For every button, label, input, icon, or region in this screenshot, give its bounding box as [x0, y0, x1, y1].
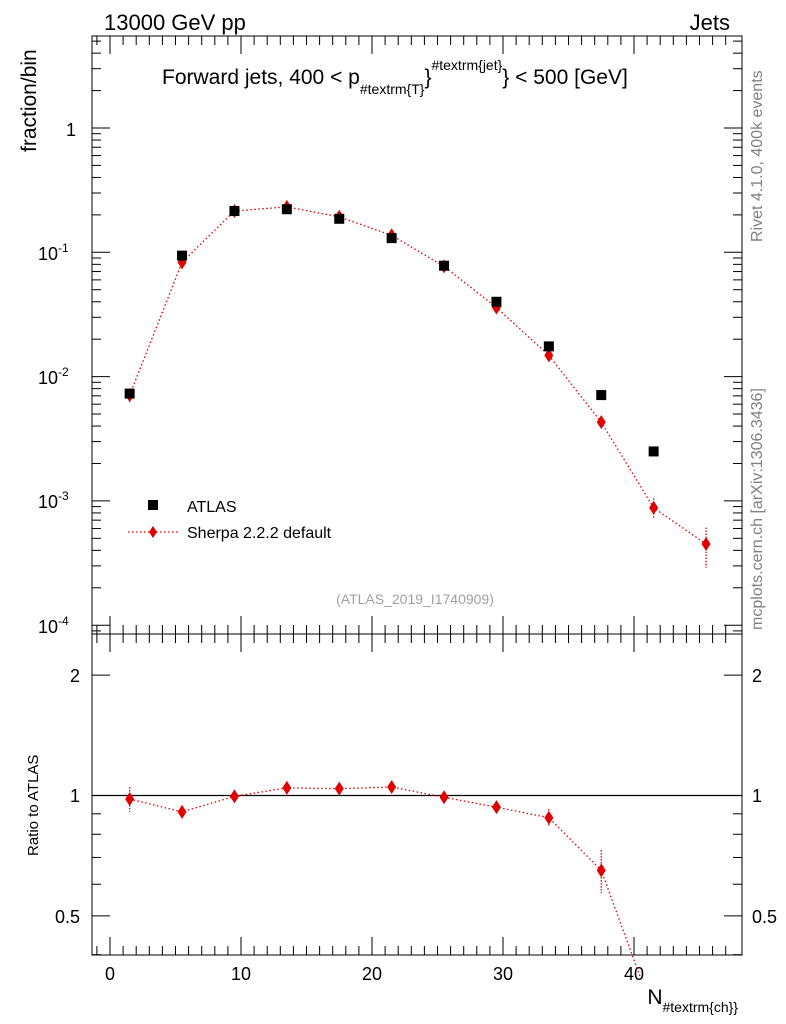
- x-tick-label-20: 20: [362, 964, 382, 984]
- ratio-y-tick-label-right-2: 2: [752, 666, 762, 686]
- x-tick-label-40: 40: [624, 964, 644, 984]
- ratio-y-tick-label-right-0.5: 0.5: [752, 907, 777, 927]
- ratio-y-tick-label-2: 2: [70, 666, 80, 686]
- ratio-point: [282, 780, 292, 795]
- main-y-tick-labels: 10-4 10-3 10-2 10-1 1: [38, 120, 76, 637]
- main-title: Forward jets, 400 < p#textrm{T}}#textrm{…: [162, 57, 628, 97]
- x-tick-label-0: 0: [105, 964, 115, 984]
- sherpa-series-ratio: [125, 780, 642, 979]
- x-tick-label-30: 30: [493, 964, 513, 984]
- y-tick-label-1e-1: 10-1: [38, 241, 69, 264]
- ratio-point: [491, 800, 501, 815]
- axis-ticks: [92, 36, 742, 956]
- ratio-point: [229, 789, 239, 804]
- legend-atlas-label: ATLAS: [187, 499, 237, 516]
- atlas-point: [543, 341, 554, 352]
- x-axis-label: N#textrm{ch}}: [647, 986, 738, 1015]
- ratio-point: [387, 780, 397, 795]
- atlas-series-main: [124, 204, 659, 457]
- header-right: Jets: [690, 10, 730, 35]
- y-tick-label-1: 1: [66, 120, 76, 140]
- atlas-point: [491, 296, 502, 307]
- atlas-point: [281, 204, 292, 215]
- main-y-axis-label: fraction/bin: [18, 49, 41, 152]
- sherpa-point: [544, 348, 554, 363]
- ratio-point: [439, 790, 449, 805]
- sherpa-point: [177, 255, 187, 270]
- atlas-point: [177, 250, 188, 261]
- analysis-watermark: (ATLAS_2019_I1740909): [336, 591, 494, 607]
- sherpa-line: [129, 206, 707, 545]
- ratio-point: [177, 804, 187, 819]
- ratio-plot-frame: [91, 633, 743, 956]
- main-plot-frame: [91, 35, 743, 635]
- ratio-point: [334, 781, 344, 796]
- legend: ATLAS Sherpa 2.2.2 default: [128, 499, 332, 542]
- y-tick-label-1e-2: 10-2: [38, 365, 69, 388]
- atlas-point: [386, 233, 397, 244]
- y-tick-label-1e-3: 10-3: [38, 489, 69, 512]
- atlas-point: [648, 446, 659, 457]
- legend-sherpa-label: Sherpa 2.2.2 default: [187, 525, 332, 542]
- ratio-point: [544, 810, 554, 825]
- atlas-point: [596, 390, 607, 401]
- atlas-point: [229, 205, 240, 216]
- atlas-point: [439, 260, 450, 271]
- legend-atlas-marker: [148, 500, 158, 510]
- ratio-point: [596, 863, 606, 878]
- header-left: 13000 GeV pp: [104, 10, 246, 35]
- side-rivet-label: Rivet 4.1.0, 400k events: [749, 70, 766, 242]
- ratio-point: [125, 792, 135, 807]
- atlas-point: [334, 213, 345, 224]
- sherpa-point: [649, 500, 659, 515]
- x-tick-label-10: 10: [231, 964, 251, 984]
- atlas-point: [124, 388, 135, 399]
- sherpa-point: [596, 415, 606, 430]
- ratio-y-tick-label-0.5: 0.5: [55, 907, 80, 927]
- ratio-y-tick-label-right-1: 1: [752, 786, 762, 806]
- legend-sherpa-marker: [149, 526, 157, 538]
- ratio-y-tick-label-1: 1: [70, 786, 80, 806]
- side-mcplots-label: mcplots.cern.ch [arXiv:1306.3436]: [749, 388, 766, 630]
- sherpa-point: [701, 537, 711, 552]
- y-tick-label-1e-4: 10-4: [38, 614, 69, 637]
- ratio-y-axis-label: Ratio to ATLAS: [25, 755, 42, 856]
